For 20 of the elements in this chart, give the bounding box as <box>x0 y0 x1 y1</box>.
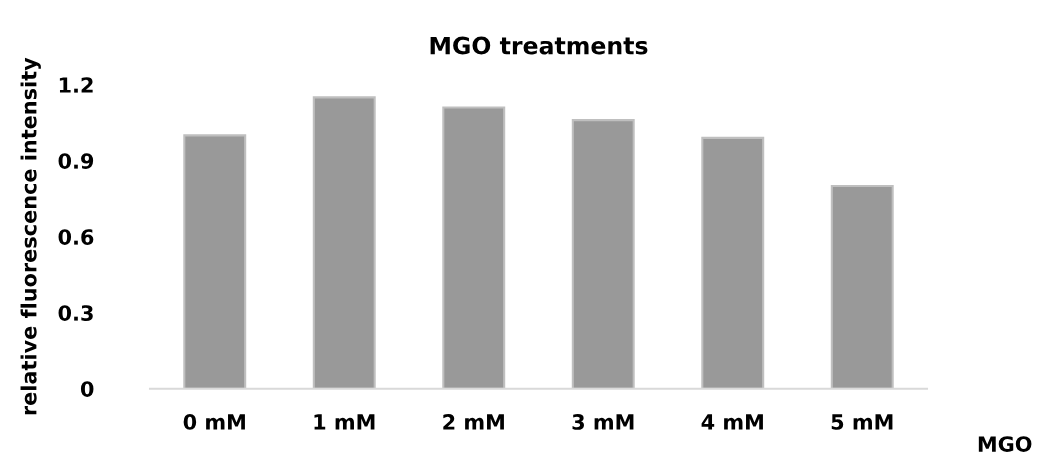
y-tick-label: 0.3 <box>58 305 93 321</box>
y-tick-label: 0 <box>80 381 94 397</box>
y-tick-label: 0.9 <box>58 153 94 169</box>
bar <box>183 134 247 389</box>
x-tick-label: 0 mM <box>183 414 245 430</box>
x-tick-label: 3 mM <box>572 414 634 430</box>
bar <box>571 119 635 389</box>
chart-title: MGO treatments <box>430 36 648 55</box>
y-tick-label: 0.6 <box>58 229 94 245</box>
x-tick-label: 4 mM <box>701 414 763 430</box>
bar <box>312 96 376 389</box>
bar <box>701 136 765 389</box>
x-tick-label: 5 mM <box>831 414 893 430</box>
x-tick-label: 1 mM <box>314 414 375 430</box>
y-tick-label: 1.2 <box>59 77 93 93</box>
bar <box>830 184 894 389</box>
y-axis-title: relative fluorescence intensity <box>20 57 41 415</box>
x-axis-title: MGO <box>978 436 1032 452</box>
bar <box>442 106 506 389</box>
x-tick-label: 2 mM <box>443 414 504 430</box>
